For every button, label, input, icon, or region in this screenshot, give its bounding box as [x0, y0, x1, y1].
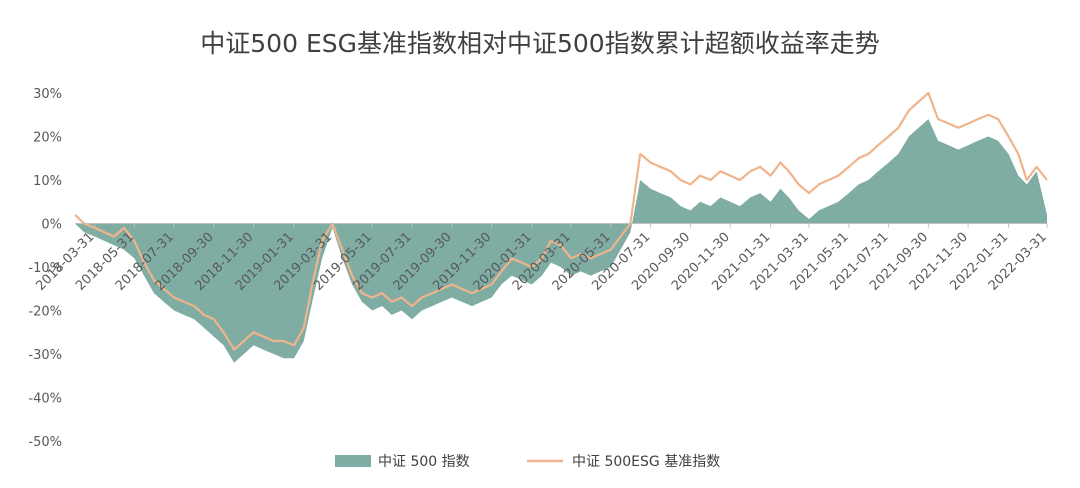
y-tick-label: -40%: [28, 392, 62, 407]
series-line-esg-index: [74, 91, 1048, 351]
y-tick-label: -20%: [28, 305, 62, 320]
y-tick-label: -10%: [28, 261, 62, 276]
y-tick-label: -30%: [28, 348, 62, 363]
legend-item-esg-index[interactable]: 中证 500ESG 基准指数: [527, 453, 720, 470]
chart-title: 中证500 ESG基准指数相对中证500指数累计超额收益率走势: [200, 29, 879, 58]
y-axis: 30% 20% 10% 0% -10% -20% -30% -40% -50%: [28, 87, 62, 450]
series-layer: [74, 91, 1048, 363]
legend[interactable]: 中证 500 指数 中证 500ESG 基准指数: [335, 453, 720, 470]
legend-item-index500[interactable]: 中证 500 指数: [335, 454, 470, 470]
legend-label-index500: 中证 500 指数: [378, 454, 470, 470]
y-tick-label: 30%: [33, 87, 62, 102]
y-tick-label: 10%: [33, 174, 62, 189]
y-tick-label: 0%: [41, 218, 62, 233]
legend-swatch-area: [335, 455, 371, 467]
y-tick-label: -50%: [28, 435, 62, 450]
y-tick-label: 20%: [33, 131, 62, 146]
legend-label-esg-index: 中证 500ESG 基准指数: [572, 453, 720, 470]
series-area-index500: [75, 119, 1047, 363]
